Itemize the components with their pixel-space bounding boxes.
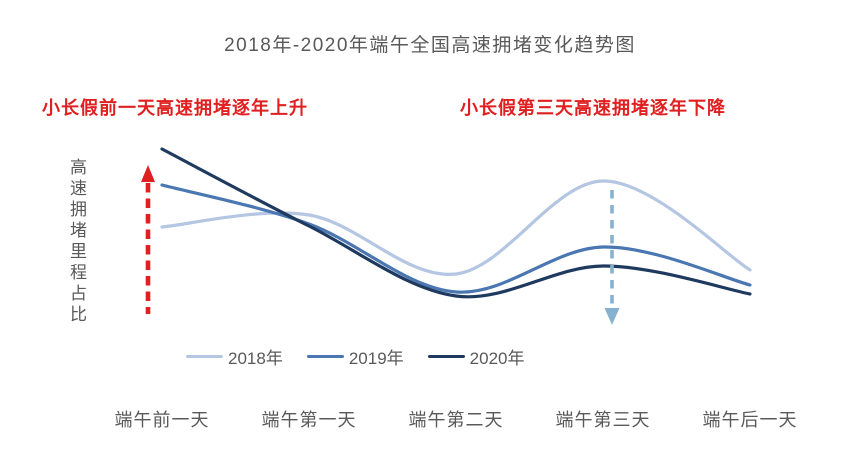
x-label-pre-day: 端午前一天 (114, 410, 210, 430)
legend-item-2018: 2018年 (186, 344, 283, 369)
x-label-day1: 端午第一天 (261, 410, 357, 430)
chart-title: 2018年-2020年端午全国高速拥堵变化趋势图 (224, 35, 636, 56)
series-line-2019年 (160, 183, 752, 294)
legend-label-2020: 2020年 (469, 349, 525, 368)
x-label-day2: 端午第二天 (408, 410, 504, 430)
legend-item-2020: 2020年 (427, 344, 525, 369)
annotation-pre-holiday-rising: 小长假前一天高速拥堵逐年上升 (42, 98, 308, 118)
series-lines (160, 147, 752, 299)
annotation-day3-falling: 小长假第三天高速拥堵逐年下降 (460, 98, 726, 118)
red-up-arrow (141, 165, 155, 314)
legend-swatch-2019 (306, 355, 344, 358)
legend-item-2019: 2019年 (306, 344, 404, 369)
legend-swatch-2020 (427, 355, 465, 358)
legend-label-2018: 2018年 (228, 349, 283, 368)
blue-down-arrow (604, 190, 620, 325)
x-label-day3: 端午第三天 (555, 410, 651, 430)
legend-swatch-2018 (186, 355, 223, 358)
y-axis-label: 高速拥堵里程占比 (67, 158, 86, 326)
legend-label-2019: 2019年 (348, 349, 404, 368)
legend: 2018年 2019年 2020年 (186, 344, 524, 369)
series-line-2020年 (160, 147, 752, 299)
x-label-post-day: 端午后一天 (702, 410, 798, 430)
series-line-2018年 (160, 179, 752, 276)
